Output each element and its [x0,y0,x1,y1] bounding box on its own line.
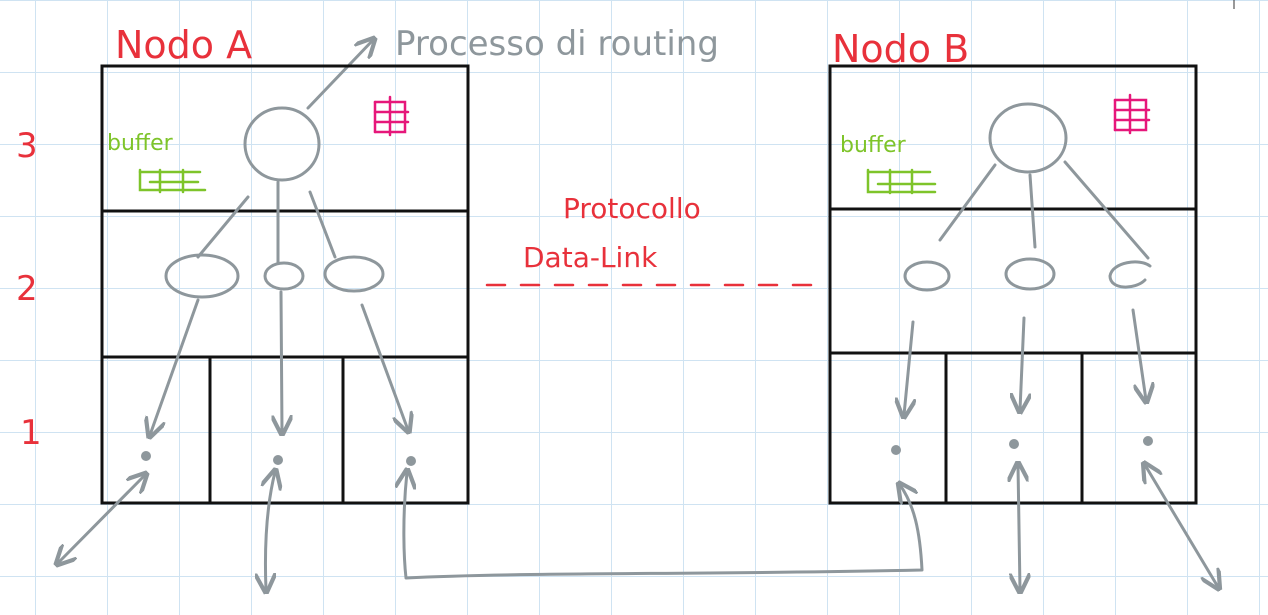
node-a-routing-process-circle [243,106,321,182]
node-b-routing-process-circle [988,102,1068,174]
node-b-buffer-icon [866,168,937,195]
node-b-port-3-external-link [1145,465,1218,587]
node-b-physical-port-2 [1009,439,1019,449]
node-b-datalink-entity-1 [903,260,951,292]
node-a-title: Nodo A [115,23,252,67]
node-b-buffer-label: buffer [840,133,907,158]
node-a-link-right [308,190,337,259]
node-b-datalink-entity-3 [1108,260,1152,289]
node-a-arrow-down-1 [150,298,200,435]
node-b-port-2-external-link [1018,465,1020,590]
node-a-link-left [196,195,250,259]
node-a-arrow-down-2 [281,290,282,432]
node-a-datalink-entity-2 [263,261,305,291]
node-a-to-node-b-physical-link [404,472,924,580]
node-a-physical-port-1 [141,451,151,461]
layer-2-label: 2 [16,269,38,309]
node-a: buffer [100,64,470,505]
node-a-port-2-external-link [265,472,275,590]
node-b-title: Nodo B [832,27,969,71]
protocol-label-line2: Data-Link [523,241,658,274]
protocol-label-line1: Protocollo [563,192,701,225]
node-b-link-right [1063,160,1150,260]
node-b-routing-table-icon [1113,93,1151,135]
routing-arrow [306,40,373,110]
node-a-buffer-icon [138,168,207,194]
node-b-datalink-entity-2 [1004,257,1056,291]
node-a-datalink-entity-1 [164,253,240,299]
node-b-physical-port-3 [1143,436,1153,446]
node-a-physical-port-3 [406,456,416,466]
routing-process-label: Processo di routing [395,24,719,64]
node-a-port-1-external-link [58,475,145,563]
layer-1-label: 1 [20,413,42,453]
node-a-datalink-entity-3 [323,255,385,293]
node-b-arrow-down-3 [1131,308,1146,400]
node-a-frame [100,64,470,505]
node-a-physical-port-2 [273,455,283,465]
node-b-physical-port-1 [891,445,901,455]
node-a-buffer-label: buffer [107,131,174,156]
layer-3-label: 3 [16,126,38,166]
node-a-routing-table-icon [373,95,410,137]
node-b-arrow-down-2 [1020,316,1024,410]
node-a-arrow-down-3 [360,303,408,430]
node-b-link-center [1028,173,1037,249]
node-b-link-left [938,163,997,242]
node-b-arrow-down-1 [904,320,913,415]
node-b: buffer [828,64,1198,505]
